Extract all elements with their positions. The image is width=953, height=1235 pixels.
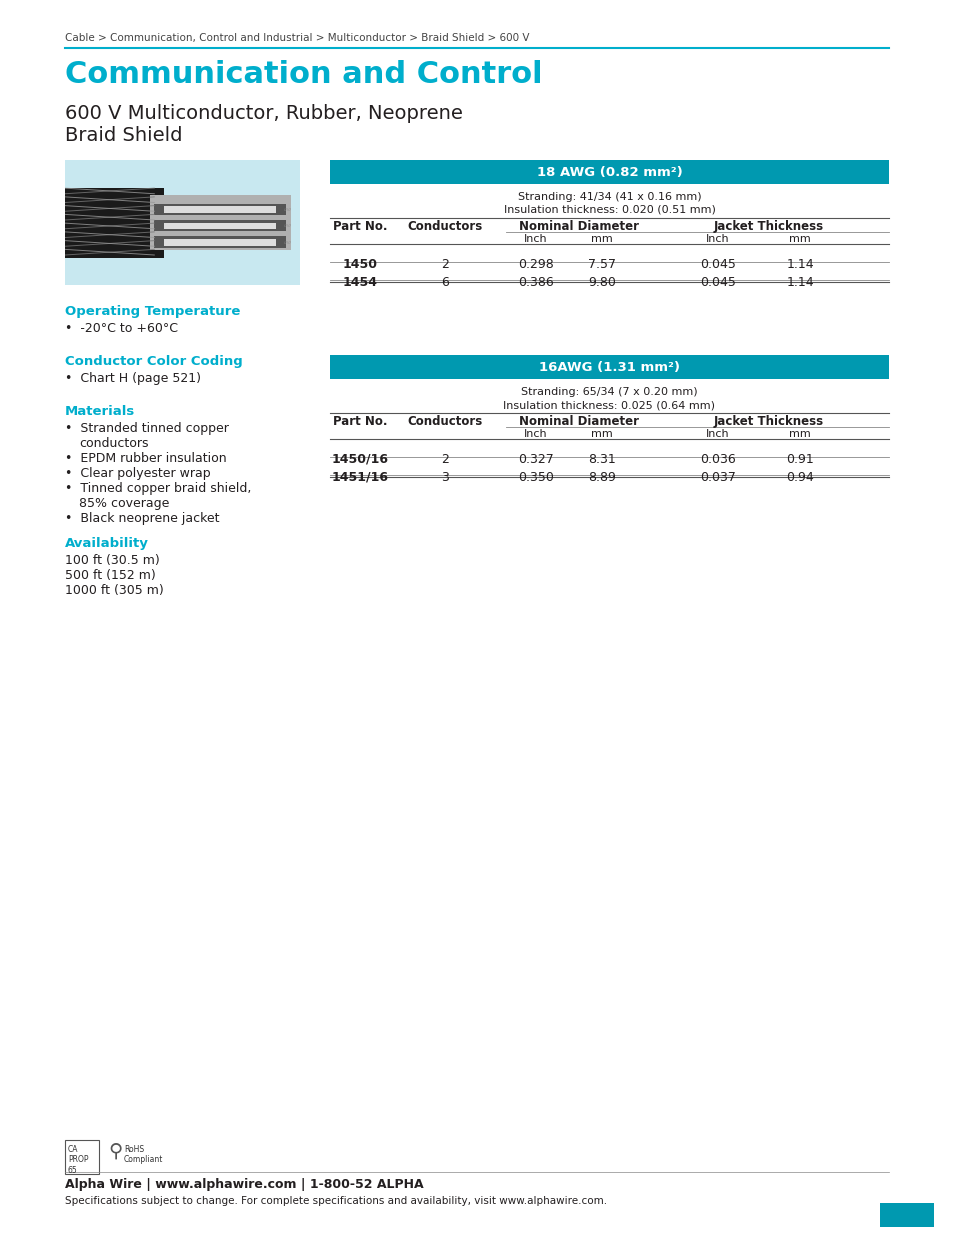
Text: 500 ft (152 m): 500 ft (152 m) <box>65 569 155 582</box>
Text: •  EPDM rubber insulation: • EPDM rubber insulation <box>65 452 227 466</box>
Text: mm: mm <box>788 429 810 438</box>
Text: Inch: Inch <box>705 429 729 438</box>
Text: 0.037: 0.037 <box>700 471 735 484</box>
Text: /////: ///// <box>283 225 291 228</box>
Text: 2: 2 <box>440 453 449 466</box>
Bar <box>65 161 299 285</box>
Text: 0.045: 0.045 <box>700 275 735 289</box>
Text: •  Black neoprene jacket: • Black neoprene jacket <box>65 513 219 525</box>
Text: •  Stranded tinned copper: • Stranded tinned copper <box>65 422 229 435</box>
Text: Alpha Wire | www.alphawire.com | 1-800-52 ALPHA: Alpha Wire | www.alphawire.com | 1-800-5… <box>65 1178 423 1191</box>
Text: Conductors: Conductors <box>407 220 482 233</box>
Bar <box>330 354 888 379</box>
Bar <box>879 1203 933 1228</box>
Text: •  Clear polyester wrap: • Clear polyester wrap <box>65 467 211 480</box>
Text: 7.57: 7.57 <box>587 258 616 270</box>
Text: Conductors: Conductors <box>407 415 482 429</box>
Text: Nominal Diameter: Nominal Diameter <box>518 220 639 233</box>
Text: 0.91: 0.91 <box>785 453 813 466</box>
Text: 8.89: 8.89 <box>587 471 616 484</box>
Text: ⚲: ⚲ <box>108 1142 122 1161</box>
Text: 0.045: 0.045 <box>700 258 735 270</box>
Text: 600 V Multiconductor, Rubber, Neoprene: 600 V Multiconductor, Rubber, Neoprene <box>65 104 462 124</box>
Bar <box>164 238 276 246</box>
Text: 0.036: 0.036 <box>700 453 735 466</box>
Text: 1.14: 1.14 <box>785 275 813 289</box>
Bar <box>164 222 276 230</box>
Text: 18 AWG (0.82 mm²): 18 AWG (0.82 mm²) <box>536 165 681 179</box>
Bar <box>330 161 888 184</box>
Text: 85% coverage: 85% coverage <box>79 496 170 510</box>
Bar <box>154 236 286 247</box>
Text: Specifications subject to change. For complete specifications and availability, : Specifications subject to change. For co… <box>65 1195 606 1207</box>
Bar <box>65 188 164 258</box>
Text: 8.31: 8.31 <box>587 453 616 466</box>
Text: Part No.: Part No. <box>333 415 387 429</box>
Text: 16AWG (1.31 mm²): 16AWG (1.31 mm²) <box>538 361 679 374</box>
Text: Inch: Inch <box>523 429 547 438</box>
Text: 0.298: 0.298 <box>517 258 554 270</box>
Text: RoHS
Compliant: RoHS Compliant <box>124 1145 163 1165</box>
Text: 1450/16: 1450/16 <box>331 453 388 466</box>
Text: 1000 ft (305 m): 1000 ft (305 m) <box>65 584 164 597</box>
Bar <box>164 206 276 214</box>
Text: Communication and Control: Communication and Control <box>65 61 542 89</box>
Text: Materials: Materials <box>65 405 135 417</box>
Text: Jacket Thickness: Jacket Thickness <box>713 415 823 429</box>
Text: Part No.: Part No. <box>333 220 387 233</box>
Text: 2: 2 <box>440 258 449 270</box>
Text: Conductor Color Coding: Conductor Color Coding <box>65 354 242 368</box>
Text: Inch: Inch <box>705 233 729 245</box>
Text: Jacket Thickness: Jacket Thickness <box>713 220 823 233</box>
Text: 1.14: 1.14 <box>785 258 813 270</box>
Text: •  -20°C to +60°C: • -20°C to +60°C <box>65 322 178 335</box>
Text: Stranding: 41/34 (41 x 0.16 mm): Stranding: 41/34 (41 x 0.16 mm) <box>517 191 700 203</box>
Text: Inch: Inch <box>523 233 547 245</box>
Text: Insulation thickness: 0.020 (0.51 mm): Insulation thickness: 0.020 (0.51 mm) <box>503 205 715 215</box>
Text: mm: mm <box>591 429 612 438</box>
Text: •  Chart H (page 521): • Chart H (page 521) <box>65 372 201 385</box>
Text: Availability: Availability <box>65 537 149 550</box>
Text: Insulation thickness: 0.025 (0.64 mm): Insulation thickness: 0.025 (0.64 mm) <box>503 400 715 410</box>
Text: Operating Temperature: Operating Temperature <box>65 305 240 317</box>
Text: 0.386: 0.386 <box>517 275 554 289</box>
Bar <box>154 220 286 231</box>
Text: 100 ft (30.5 m): 100 ft (30.5 m) <box>65 555 159 567</box>
Text: mm: mm <box>788 233 810 245</box>
Bar <box>154 204 286 215</box>
Text: •  Tinned copper braid shield,: • Tinned copper braid shield, <box>65 482 251 495</box>
Text: 0.350: 0.350 <box>517 471 554 484</box>
Bar <box>150 195 291 249</box>
Text: 1454: 1454 <box>342 275 377 289</box>
Text: mm: mm <box>591 233 612 245</box>
Text: Cable > Communication, Control and Industrial > Multiconductor > Braid Shield > : Cable > Communication, Control and Indus… <box>65 33 529 43</box>
Text: 0.327: 0.327 <box>517 453 554 466</box>
Text: CA
PROP
65: CA PROP 65 <box>68 1145 89 1174</box>
Text: 1451/16: 1451/16 <box>331 471 388 484</box>
Text: Nominal Diameter: Nominal Diameter <box>518 415 639 429</box>
Text: 3: 3 <box>440 471 449 484</box>
Text: 9.80: 9.80 <box>587 275 616 289</box>
Text: Braid Shield: Braid Shield <box>65 126 182 144</box>
Text: 0.94: 0.94 <box>785 471 813 484</box>
Text: /////: ///// <box>283 207 291 212</box>
Text: 1450: 1450 <box>342 258 377 270</box>
Text: conductors: conductors <box>79 437 149 450</box>
Bar <box>65 1140 99 1174</box>
Text: 6: 6 <box>440 275 449 289</box>
Text: Stranding: 65/34 (7 x 0.20 mm): Stranding: 65/34 (7 x 0.20 mm) <box>520 387 697 396</box>
Text: /////: ///// <box>283 241 291 245</box>
